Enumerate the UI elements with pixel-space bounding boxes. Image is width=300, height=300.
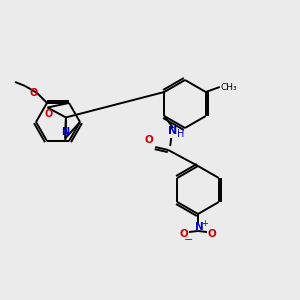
Text: O: O	[44, 109, 52, 118]
Text: H: H	[176, 129, 184, 139]
Text: +: +	[202, 220, 208, 229]
Text: N: N	[61, 127, 69, 137]
Text: O: O	[180, 229, 188, 239]
Text: −: −	[184, 235, 194, 245]
Text: O: O	[30, 88, 38, 98]
Text: O: O	[208, 229, 216, 239]
Text: N: N	[195, 222, 203, 232]
Text: O: O	[145, 135, 153, 145]
Text: N: N	[168, 126, 177, 136]
Text: CH₃: CH₃	[221, 82, 237, 91]
